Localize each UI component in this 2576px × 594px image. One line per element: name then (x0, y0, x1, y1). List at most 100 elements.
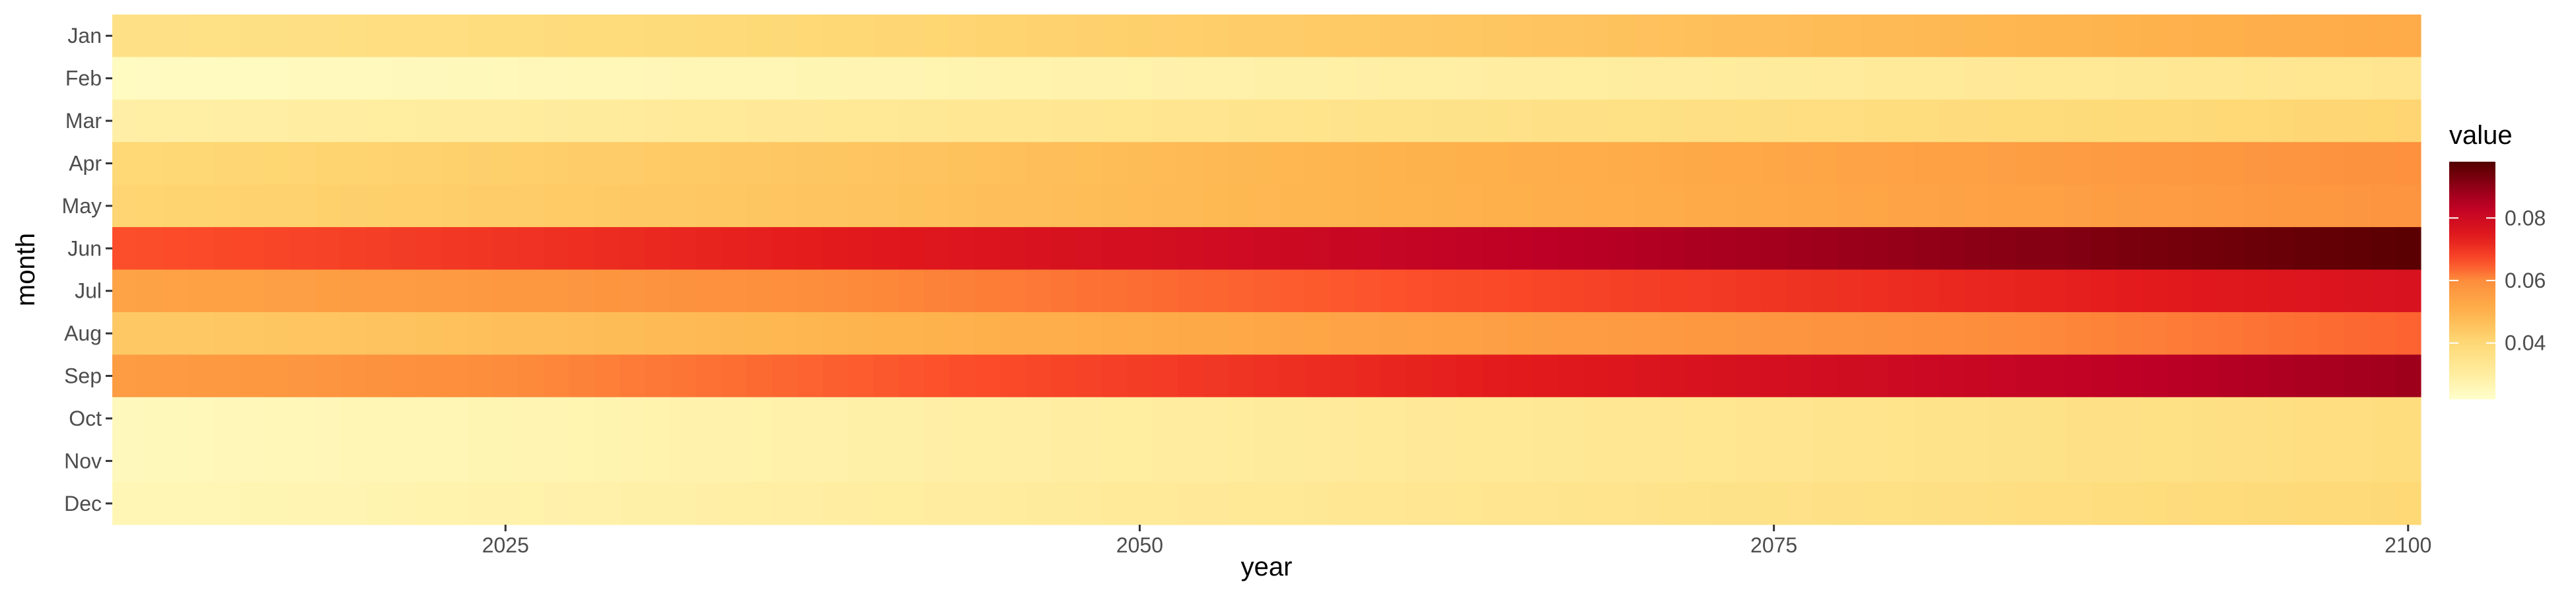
heatmap-cell (2268, 440, 2295, 482)
heatmap-cell (137, 99, 164, 143)
heatmap-cell (1482, 142, 1508, 185)
heatmap-cell (1761, 57, 1787, 100)
heatmap-cell (1330, 227, 1356, 270)
heatmap-cell (1837, 99, 1863, 143)
heatmap-cell (1913, 354, 1939, 398)
heatmap-cell (1710, 227, 1736, 270)
heatmap-cell (1355, 312, 1381, 355)
heatmap-cell (822, 440, 849, 482)
heatmap-cell (493, 269, 519, 313)
heatmap-cell (1178, 142, 1204, 185)
heatmap-cell (2040, 15, 2066, 57)
heatmap-cell (594, 482, 620, 525)
heatmap-cell (746, 227, 773, 270)
heatmap-cell (1456, 397, 1483, 440)
heatmap-cell (771, 227, 798, 270)
heatmap-cell (1305, 354, 1331, 398)
heatmap-cell (112, 15, 139, 57)
heatmap-cell (162, 354, 189, 398)
heatmap-cell (543, 99, 569, 143)
heatmap-cell (1305, 99, 1331, 143)
heatmap-cell (188, 269, 215, 313)
heatmap-cell (1431, 312, 1458, 355)
heatmap-cell (315, 312, 341, 355)
heatmap-cell (2091, 440, 2117, 482)
heatmap-cell (1659, 99, 1686, 143)
heatmap-cell (188, 482, 215, 525)
heatmap-cell (1710, 354, 1736, 398)
heatmap-cell (797, 397, 823, 440)
heatmap-cell (1228, 57, 1254, 100)
heatmap-cell (1000, 142, 1026, 185)
heatmap-cell (1456, 184, 1483, 228)
heatmap-cell (2293, 57, 2320, 100)
heatmap-cell (2370, 99, 2396, 143)
heatmap-cell (924, 397, 950, 440)
heatmap-cell (645, 15, 671, 57)
heatmap-cell (1710, 184, 1736, 228)
heatmap-cell (1152, 269, 1178, 313)
heatmap-cell (1964, 15, 1990, 57)
heatmap-cell (620, 354, 646, 398)
heatmap-cell (1608, 312, 1635, 355)
heatmap-cell (137, 397, 164, 440)
heatmap-cell (493, 142, 519, 185)
heatmap-cell (493, 440, 519, 482)
heatmap-cell (315, 99, 341, 143)
heatmap-cell (366, 184, 392, 228)
heatmap-cell (1736, 184, 1762, 228)
heatmap-cell (1431, 15, 1458, 57)
heatmap-cell (645, 482, 671, 525)
heatmap-cell (1025, 142, 1052, 185)
heatmap-cell (2015, 227, 2041, 270)
heatmap-cell (340, 482, 367, 525)
heatmap-cell (1076, 15, 1102, 57)
heatmap-cell (1330, 57, 1356, 100)
heatmap-cell (620, 227, 646, 270)
heatmap-cell (518, 142, 544, 185)
heatmap-cell (1888, 269, 1914, 313)
heatmap-cell (924, 57, 950, 100)
heatmap-cell (2370, 482, 2396, 525)
legend-tick-label: 0.06 (2505, 269, 2546, 292)
heatmap-cell (924, 482, 950, 525)
heatmap-cell (1685, 312, 1711, 355)
heatmap-cell (1051, 184, 1077, 228)
heatmap-cell (264, 15, 291, 57)
heatmap-cell (2217, 482, 2244, 525)
heatmap-cell (1254, 15, 1280, 57)
heatmap-cell (924, 15, 950, 57)
heatmap-cell (442, 15, 468, 57)
heatmap-cell (239, 15, 266, 57)
heatmap-cell (137, 269, 164, 313)
heatmap-cell (822, 397, 849, 440)
heatmap-cell (1507, 397, 1534, 440)
legend-tick-label: 0.08 (2505, 206, 2546, 230)
heatmap-cell (1456, 354, 1483, 398)
heatmap-cell (1380, 482, 1407, 525)
heatmap-cell (1659, 57, 1686, 100)
heatmap-cell (2015, 142, 2041, 185)
heatmap-cell (2344, 440, 2371, 482)
heatmap-cell (188, 227, 215, 270)
heatmap-cell (1482, 397, 1508, 440)
heatmap-cell (1964, 440, 1990, 482)
heatmap-cell (797, 227, 823, 270)
heatmap-cell (340, 142, 367, 185)
heatmap-cell (569, 57, 595, 100)
heatmap-cell (1228, 440, 1254, 482)
heatmap-cell (620, 57, 646, 100)
heatmap-cell (2116, 440, 2143, 482)
heatmap-cell (2141, 57, 2168, 100)
heatmap-cell (721, 57, 747, 100)
heatmap-cell (2141, 354, 2168, 398)
heatmap-cell (1482, 227, 1508, 270)
heatmap-cell (1355, 440, 1381, 482)
heatmap-cell (543, 15, 569, 57)
heatmap-cell (1863, 312, 1889, 355)
heatmap-cell (594, 440, 620, 482)
heatmap-cell (442, 354, 468, 398)
heatmap-cell (1305, 142, 1331, 185)
heatmap-cell (289, 142, 316, 185)
heatmap-cell (289, 482, 316, 525)
